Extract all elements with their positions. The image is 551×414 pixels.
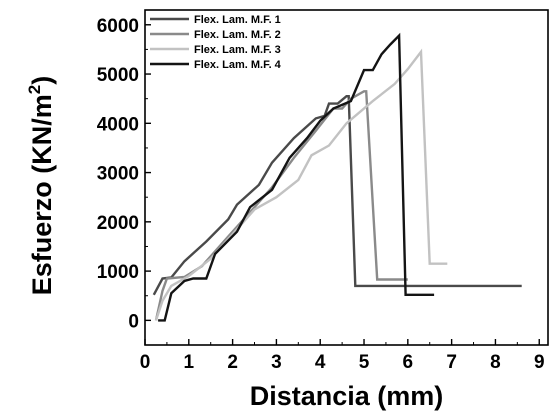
legend-label-1: Flex. Lam. M.F. 1 xyxy=(194,14,281,26)
y-tick-label: 3000 xyxy=(97,164,139,185)
x-tick-label: 3 xyxy=(271,352,282,373)
series-line-1 xyxy=(152,95,522,296)
y-tick-label: 5000 xyxy=(97,65,139,86)
x-tick-label: 1 xyxy=(184,352,195,373)
x-tick-label: 5 xyxy=(359,352,370,373)
x-tick-label: 4 xyxy=(315,352,326,373)
x-tick-label: 0 xyxy=(140,352,151,373)
y-axis-title-superscript: 2 xyxy=(25,85,44,94)
x-axis: 0 1 2 3 4 5 6 7 8 9 xyxy=(140,339,545,373)
legend-label-2: Flex. Lam. M.F. 2 xyxy=(194,29,281,41)
y-axis-title-suffix: ) xyxy=(27,76,57,85)
x-tick-label: 2 xyxy=(227,352,238,373)
y-tick-label: 0 xyxy=(128,311,139,332)
x-tick-label: 7 xyxy=(446,352,457,373)
series-line-4 xyxy=(158,32,435,322)
x-tick-label: 8 xyxy=(490,352,501,373)
y-tick-label: 2000 xyxy=(97,213,139,234)
x-tick-label: 9 xyxy=(534,352,545,373)
series-line-3 xyxy=(154,48,448,321)
y-tick-label: 6000 xyxy=(97,16,139,37)
legend-label-4: Flex. Lam. M.F. 4 xyxy=(194,59,282,71)
y-tick-label: 4000 xyxy=(97,114,139,135)
y-tick-label: 1000 xyxy=(97,262,139,283)
x-tick-label: 6 xyxy=(403,352,414,373)
plot-lines xyxy=(152,32,522,322)
y-axis-title: Esfuerzo (KN/m2) xyxy=(25,76,57,296)
x-axis-title: Distancia (mm) xyxy=(250,381,444,411)
legend: Flex. Lam. M.F. 1 Flex. Lam. M.F. 2 Flex. … xyxy=(150,14,282,71)
plot-frame xyxy=(144,9,549,346)
legend-label-3: Flex. Lam. M.F. 3 xyxy=(194,44,281,56)
y-axis: 0 1000 2000 3000 4000 5000 6000 xyxy=(97,16,151,332)
series-line-2 xyxy=(154,90,408,321)
y-axis-title-text: Esfuerzo (KN/m xyxy=(27,94,57,295)
